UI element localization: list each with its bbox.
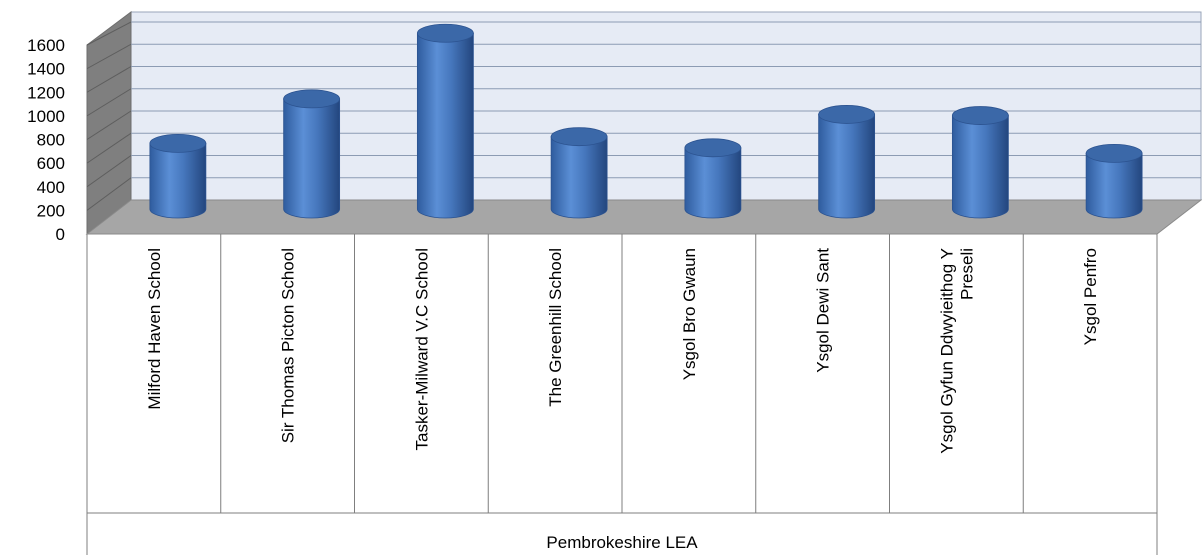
bar-top <box>1085 143 1143 163</box>
y-tick-label: 600 <box>37 154 65 173</box>
x-tick-label: Ysgol Gyfun Ddwyieithog Y <box>937 248 956 454</box>
x-tick-label: Ysgol Penfro <box>1081 248 1100 345</box>
bar <box>1085 143 1143 219</box>
bar-top <box>684 138 742 158</box>
bar-body <box>684 147 742 219</box>
gridline-side <box>86 110 132 140</box>
bar-top <box>951 106 1009 125</box>
bar <box>684 138 742 219</box>
x-tick-label: Ysgol Dewi Sant <box>814 248 833 373</box>
gridline-side <box>86 21 132 46</box>
x-tick-label: Tasker-Milward V.C School <box>412 248 431 451</box>
bar <box>818 105 876 219</box>
gridlines <box>86 21 1201 211</box>
y-tick-label: 1000 <box>27 107 65 126</box>
bar <box>550 127 608 219</box>
bar-body <box>149 142 207 219</box>
x-tick-label: Sir Thomas Picton School <box>279 248 298 443</box>
x-tick-label: Milford Haven School <box>145 248 164 410</box>
gridline-side <box>86 132 132 164</box>
y-tick-label: 800 <box>37 131 65 150</box>
gridline-side <box>86 66 132 93</box>
bar-top <box>550 127 608 147</box>
gridline-side <box>86 43 132 70</box>
bar-body <box>1085 152 1143 219</box>
y-tick-label: 1200 <box>27 83 65 102</box>
bar <box>416 23 474 219</box>
y-tick-label: 1600 <box>27 36 65 55</box>
bar <box>951 106 1009 219</box>
gridline-side <box>86 88 132 117</box>
group-label: Pembrokeshire LEA <box>546 533 698 552</box>
y-tick-label: 1400 <box>27 60 65 79</box>
y-tick-label: 400 <box>37 178 65 197</box>
bar-top <box>283 89 341 109</box>
gridline-side <box>86 155 132 188</box>
gridline-side <box>86 177 132 211</box>
x-tick-label: Preseli <box>957 248 976 300</box>
bar-body <box>416 32 474 219</box>
x-tick-label: The Greenhill School <box>546 248 565 407</box>
side-wall <box>86 11 132 236</box>
bar-body <box>283 98 341 219</box>
bar-body <box>550 136 608 219</box>
y-tick-label: 200 <box>37 201 65 220</box>
bar-top <box>416 23 474 43</box>
y-tick-label: 0 <box>56 225 65 244</box>
floor <box>85 199 1202 235</box>
bar <box>283 89 341 219</box>
bar <box>149 133 207 219</box>
y-axis-tick-labels: 0 200 400 600 800 1000 1200 1400 1600 <box>27 36 65 244</box>
bar-body <box>951 115 1009 219</box>
x-axis-table: Milford Haven School Sir Thomas Picton Sc… <box>86 234 1158 555</box>
bar-top <box>818 105 876 124</box>
x-tick-label: Ysgol Bro Gwaun <box>680 248 699 380</box>
bars <box>149 23 1143 219</box>
bar-top <box>149 133 207 153</box>
bar-body <box>818 114 876 219</box>
chart-walls <box>85 11 1202 236</box>
